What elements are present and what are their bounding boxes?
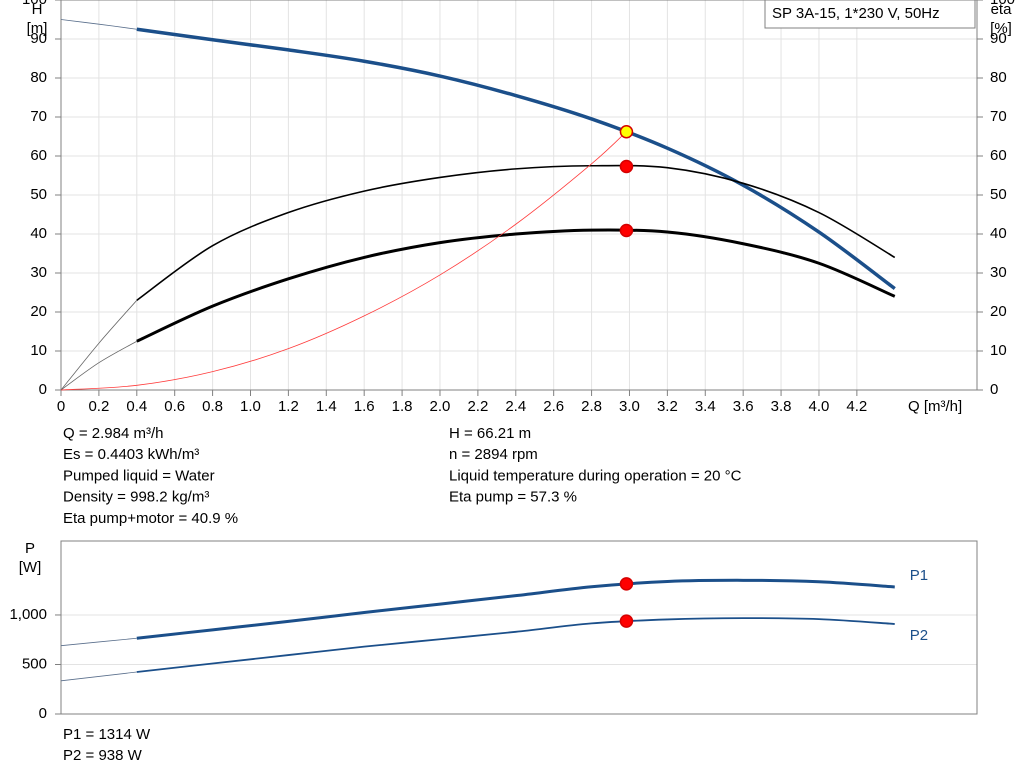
operating-point [619, 159, 634, 174]
x-tick-label: 0.8 [202, 398, 223, 415]
x-tick-label: 3.6 [733, 398, 754, 415]
x-tick-label: 3.8 [771, 398, 792, 415]
info-line: Q = 2.984 m³/h [63, 425, 163, 442]
info-line: Liquid temperature during operation = 20… [449, 467, 742, 484]
y-tick-label: 40 [30, 225, 47, 242]
x-tick-label: 0.2 [88, 398, 109, 415]
y2-axis-unit: [%] [990, 20, 1012, 37]
y-tick-label: 90 [30, 30, 47, 47]
info-line: n = 2894 rpm [449, 446, 538, 463]
x-tick-label: 2.8 [581, 398, 602, 415]
x-tick-label: 1.8 [392, 398, 413, 415]
operating-point [619, 223, 634, 238]
curve [60, 671, 137, 682]
y-tick-label: 60 [30, 147, 47, 164]
info-line: Density = 998.2 kg/m³ [63, 489, 209, 506]
info-line: P2 = 938 W [63, 747, 143, 764]
curve [60, 340, 137, 391]
y-tick-label: 80 [30, 69, 47, 86]
operating-point [619, 125, 634, 139]
x-tick-label: 3.0 [619, 398, 640, 415]
y-tick-label: 70 [30, 108, 47, 125]
y2-tick-label: 70 [990, 108, 1007, 125]
y-axis-label: P [25, 540, 35, 557]
x-axis-label: Q [m³/h] [908, 398, 962, 415]
info-line: Eta pump = 57.3 % [449, 489, 577, 506]
x-tick-label: 0.6 [164, 398, 185, 415]
x-tick-label: 2.6 [543, 398, 564, 415]
y2-tick-label: 60 [990, 147, 1007, 164]
y2-tick-label: 10 [990, 342, 1007, 359]
y-tick-label: 10 [30, 342, 47, 359]
y-tick-label: 1,000 [9, 606, 47, 623]
y-tick-label: 0 [39, 381, 47, 398]
info-line: H = 66.21 m [449, 425, 531, 442]
x-tick-label: 4.2 [846, 398, 867, 415]
y2-axis-label: eta [991, 1, 1013, 18]
title-box [764, 0, 976, 29]
curve [136, 164, 896, 301]
grid-layer [55, 0, 983, 715]
y2-tick-label: 30 [990, 264, 1007, 281]
x-tick-label: 1.6 [354, 398, 375, 415]
info-line: P1 = 1314 W [63, 726, 151, 743]
y-tick-label: 100 [22, 0, 47, 8]
curve [60, 128, 630, 391]
y2-tick-label: 40 [990, 225, 1007, 242]
operating-point [619, 614, 634, 628]
operating-point [619, 577, 634, 591]
plot-frame [60, 0, 978, 391]
x-tick-label: 2.0 [430, 398, 451, 415]
y2-tick-label: 50 [990, 186, 1007, 203]
y-tick-label: 0 [39, 705, 47, 722]
x-tick-label: 3.2 [657, 398, 678, 415]
y-tick-label: 500 [22, 655, 47, 672]
chart-title: SP 3A-15, 1*230 V, 50Hz [772, 5, 940, 22]
x-tick-label: 2.2 [467, 398, 488, 415]
curve [60, 637, 137, 647]
curve [136, 617, 895, 673]
y2-tick-label: 80 [990, 69, 1007, 86]
x-tick-label: 2.4 [505, 398, 526, 415]
x-tick-label: 4.0 [809, 398, 830, 415]
y-axis-label: H [32, 1, 43, 18]
x-tick-label: 0.4 [126, 398, 147, 415]
info-line: Eta pump+motor = 40.9 % [63, 510, 238, 527]
y2-tick-label: 100 [990, 0, 1015, 8]
curve [136, 228, 896, 343]
y-tick-label: 50 [30, 186, 47, 203]
x-tick-label: 0 [57, 398, 65, 415]
y-tick-label: 20 [30, 303, 47, 320]
x-tick-label: 1.0 [240, 398, 261, 415]
y2-tick-label: 0 [990, 381, 998, 398]
x-tick-label: 3.4 [695, 398, 716, 415]
x-tick-label: 1.4 [316, 398, 337, 415]
y-axis-unit: [W] [19, 559, 42, 576]
plot-frame [60, 540, 978, 715]
y-tick-label: 30 [30, 264, 47, 281]
marks-layer: 0 0.2 0.4 0.6 0.8 1.0 1.2 1.4 1.6 1.8 2.0 2.2 2.4 2.6… [9, 0, 1015, 764]
series-label: P2 [910, 627, 928, 644]
info-line: Es = 0.4403 kWh/m³ [63, 446, 199, 463]
info-line: Pumped liquid = Water [63, 467, 215, 484]
curve [136, 578, 895, 640]
curve [136, 27, 896, 291]
x-tick-label: 1.2 [278, 398, 299, 415]
curve [60, 300, 138, 391]
series-label: P1 [910, 567, 928, 584]
y2-tick-label: 90 [990, 30, 1007, 47]
curve [60, 19, 137, 30]
y-axis-unit: [m] [27, 20, 48, 37]
y2-tick-label: 20 [990, 303, 1007, 320]
